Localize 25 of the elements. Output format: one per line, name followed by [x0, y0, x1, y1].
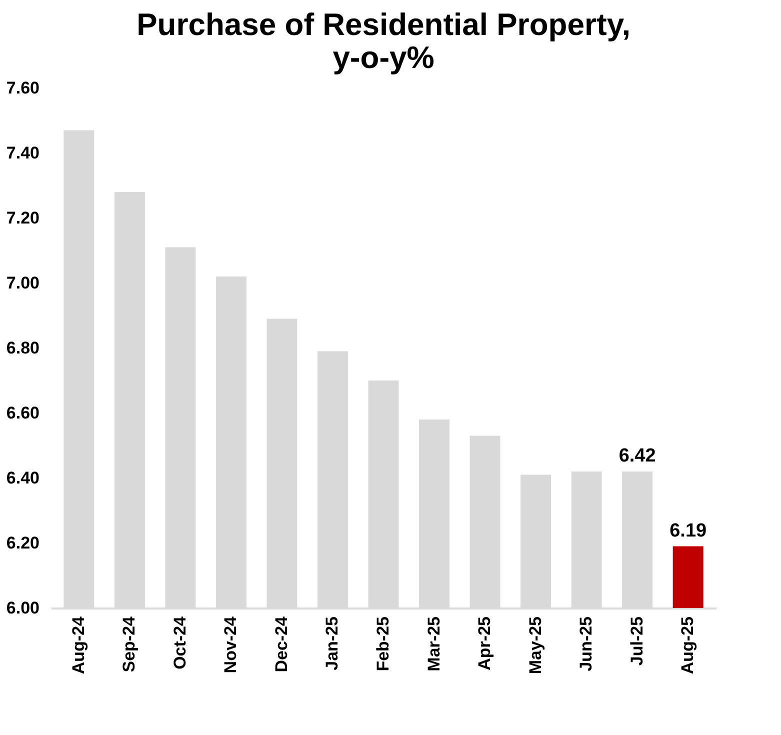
y-tick-label: 6.80: [6, 338, 40, 358]
data-label: 6.19: [670, 520, 707, 542]
x-tick-label: Aug-24: [68, 616, 88, 674]
x-tick-label: Feb-25: [374, 616, 392, 672]
x-tick-label: Apr-25: [475, 616, 494, 670]
x-tick-label: May-25: [526, 616, 545, 674]
x-tick-label: Jan-25: [322, 616, 342, 670]
y-tick-label: 7.40: [6, 144, 40, 162]
x-tick-label: Dec-24: [272, 616, 291, 672]
x-tick-label: Sep-24: [120, 616, 139, 672]
y-tick-label: 6.40: [6, 468, 40, 488]
x-tick-label: Mar-25: [424, 616, 444, 672]
y-tick-label: 6.20: [6, 534, 40, 552]
data-label: 6.42: [618, 446, 656, 466]
y-tick-label: 7.20: [6, 208, 40, 228]
y-tick-label: 7.60: [6, 78, 40, 98]
x-tick-label: Aug-25: [678, 616, 698, 674]
x-tick-label: Jun-25: [576, 616, 596, 672]
x-tick-label: Nov-24: [221, 616, 240, 674]
y-tick-label: 6.60: [6, 404, 40, 422]
chart-title: Purchase of Residential Property, y-o-y%: [136, 7, 630, 75]
y-tick-label: 7.00: [6, 274, 40, 292]
x-tick-label: Oct-24: [170, 616, 190, 670]
x-tick-label: Jul-25: [627, 616, 646, 666]
y-tick-label: 6.00: [6, 598, 40, 618]
